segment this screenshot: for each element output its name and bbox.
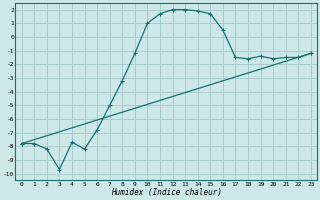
X-axis label: Humidex (Indice chaleur): Humidex (Indice chaleur) [111, 188, 222, 197]
